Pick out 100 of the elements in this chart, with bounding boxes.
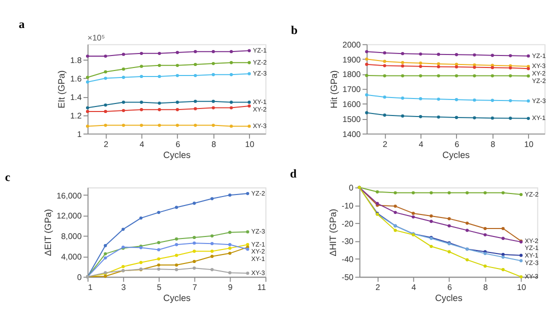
point xyxy=(158,74,162,78)
point xyxy=(139,260,142,264)
x-axis-title: Cycles xyxy=(442,150,470,160)
point xyxy=(176,64,179,67)
point xyxy=(230,124,233,128)
point xyxy=(365,111,368,114)
x-tick-label: 4 xyxy=(418,140,424,149)
x-tick-label: 9 xyxy=(228,283,234,292)
point xyxy=(122,265,125,268)
y-axis-title: Hit (GPa) xyxy=(329,70,340,108)
point xyxy=(176,74,179,78)
point xyxy=(454,116,458,120)
point xyxy=(104,70,108,74)
point xyxy=(502,256,505,259)
point xyxy=(519,275,523,278)
x-tick-label: 4 xyxy=(411,283,416,292)
point xyxy=(248,72,251,76)
point xyxy=(246,272,250,275)
point xyxy=(192,266,196,270)
point xyxy=(526,74,530,78)
point xyxy=(502,268,505,272)
y-axis-title: ΔHIT (GPa) xyxy=(328,208,338,256)
point xyxy=(412,191,415,194)
point xyxy=(490,54,494,57)
point xyxy=(230,73,233,76)
point xyxy=(228,252,232,255)
point xyxy=(104,110,108,114)
point xyxy=(383,64,386,68)
x-tick-label: 8 xyxy=(211,140,216,149)
point xyxy=(158,108,162,112)
point xyxy=(436,52,440,56)
x-tick-label: 10 xyxy=(245,140,255,149)
point xyxy=(418,74,422,78)
point xyxy=(157,248,160,252)
point xyxy=(383,96,386,99)
chart-title: c xyxy=(4,170,10,184)
point xyxy=(401,60,404,64)
line-series xyxy=(365,93,530,103)
y-tick-label: 1.4 xyxy=(70,92,82,102)
point xyxy=(394,204,397,208)
point xyxy=(248,61,251,64)
x-tick-label: 2 xyxy=(376,283,381,292)
y-tick-label: 0 xyxy=(348,184,354,193)
point xyxy=(383,74,386,78)
point xyxy=(122,108,126,112)
point xyxy=(212,50,215,54)
point xyxy=(365,50,368,54)
point xyxy=(383,51,386,54)
point xyxy=(436,98,440,101)
point xyxy=(210,254,214,258)
point xyxy=(430,244,433,248)
point xyxy=(526,54,530,58)
point xyxy=(436,62,440,66)
y-axis-title: ΔEIT (GPa) xyxy=(43,209,54,256)
point xyxy=(484,233,487,236)
point xyxy=(248,124,251,128)
point xyxy=(86,54,90,58)
point xyxy=(383,114,386,117)
point xyxy=(174,243,178,246)
point xyxy=(86,76,90,79)
point xyxy=(158,52,162,55)
point xyxy=(466,191,469,194)
point xyxy=(436,65,440,68)
point xyxy=(192,250,196,253)
point xyxy=(104,244,107,248)
point xyxy=(472,66,476,69)
point xyxy=(86,110,90,114)
point xyxy=(230,106,233,110)
point xyxy=(122,52,126,56)
point xyxy=(472,116,476,120)
point xyxy=(122,228,125,231)
point xyxy=(401,52,404,56)
point xyxy=(86,106,90,110)
point xyxy=(230,50,233,54)
point xyxy=(194,62,197,66)
point xyxy=(140,64,144,68)
point xyxy=(157,268,160,271)
x-tick-label: 5 xyxy=(156,283,162,292)
point xyxy=(246,243,250,246)
point xyxy=(454,74,458,78)
point xyxy=(86,124,90,128)
y-tick-label: 1600 xyxy=(342,100,362,109)
point xyxy=(104,76,108,80)
point xyxy=(401,74,404,78)
point xyxy=(418,115,422,118)
point xyxy=(158,102,162,105)
point xyxy=(436,74,440,78)
x-tick-label: 2 xyxy=(382,140,388,149)
point xyxy=(448,250,451,254)
point xyxy=(508,54,512,58)
y-tick-label: -20 xyxy=(342,219,354,228)
chart-title: b xyxy=(290,23,298,38)
point xyxy=(401,64,404,68)
point xyxy=(472,98,476,102)
point xyxy=(454,53,458,56)
y-tick-label: 12,000 xyxy=(56,212,82,221)
point xyxy=(519,259,523,262)
point xyxy=(228,230,232,234)
point xyxy=(104,54,108,58)
point xyxy=(365,74,368,78)
